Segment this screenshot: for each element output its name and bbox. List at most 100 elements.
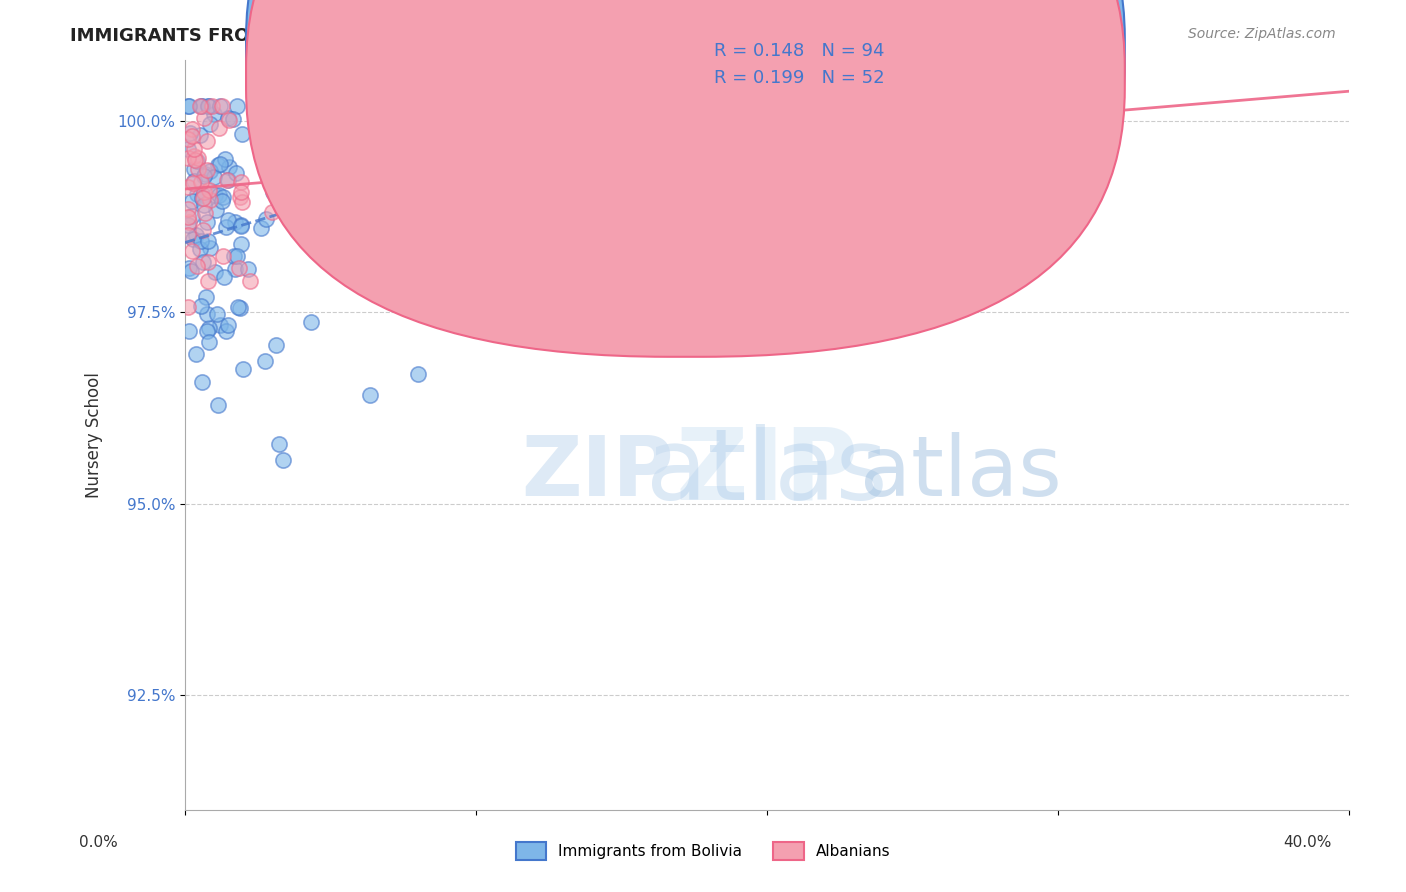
Point <box>190 98 212 112</box>
Point <box>299 315 322 329</box>
Point <box>179 261 201 276</box>
Point <box>190 299 212 313</box>
Point <box>183 142 205 156</box>
Point <box>188 98 211 112</box>
Point <box>211 98 233 112</box>
Point <box>195 324 218 338</box>
Point <box>181 122 204 136</box>
Point <box>191 375 214 389</box>
Point <box>190 98 212 112</box>
Point <box>181 210 204 224</box>
Point <box>256 98 278 112</box>
Point <box>202 107 225 121</box>
Point <box>193 112 215 126</box>
Point <box>181 176 204 190</box>
Point <box>202 169 225 184</box>
Point <box>195 308 218 322</box>
Point <box>183 153 205 168</box>
Point <box>177 214 200 228</box>
Point <box>207 157 229 171</box>
Point <box>183 162 205 177</box>
Text: 0.0%: 0.0% <box>79 836 118 850</box>
Text: R = 0.148   N = 94: R = 0.148 N = 94 <box>714 42 884 60</box>
Point <box>215 324 238 338</box>
Text: R = 0.199   N = 52: R = 0.199 N = 52 <box>714 69 884 87</box>
Point <box>177 179 200 194</box>
Point <box>260 205 283 219</box>
Point <box>231 237 253 252</box>
Point <box>205 202 228 217</box>
Text: ZIP: ZIP <box>675 424 858 521</box>
Point <box>177 98 200 112</box>
Point <box>406 368 429 382</box>
Point <box>229 219 252 234</box>
Point <box>217 318 239 332</box>
Point <box>218 160 240 174</box>
Point <box>198 241 221 255</box>
Point <box>193 223 215 237</box>
Point <box>229 189 252 203</box>
Point <box>208 120 231 135</box>
Point <box>193 192 215 206</box>
Text: Source: ZipAtlas.com: Source: ZipAtlas.com <box>1188 27 1336 41</box>
Point <box>359 388 381 402</box>
Point <box>329 142 352 156</box>
Point <box>177 300 200 314</box>
Point <box>239 274 262 288</box>
Point <box>195 215 218 229</box>
Point <box>186 154 208 169</box>
Point <box>193 169 215 183</box>
Point <box>179 126 201 140</box>
Point <box>262 185 284 199</box>
Point <box>181 129 204 144</box>
Point <box>177 132 200 146</box>
Point <box>195 134 218 148</box>
Point <box>201 98 224 112</box>
Point <box>188 128 211 142</box>
Point <box>197 98 219 112</box>
Point <box>194 206 217 220</box>
Point <box>254 212 277 227</box>
Point <box>287 139 309 153</box>
Text: IMMIGRANTS FROM BOLIVIA VS ALBANIAN NURSERY SCHOOL CORRELATION CHART: IMMIGRANTS FROM BOLIVIA VS ALBANIAN NURS… <box>70 27 910 45</box>
Point <box>346 135 368 149</box>
Point <box>197 234 219 248</box>
Point <box>332 184 354 198</box>
Point <box>222 112 245 127</box>
Point <box>198 117 221 131</box>
Point <box>250 221 273 235</box>
Point <box>228 261 250 276</box>
Point <box>212 190 235 204</box>
Point <box>209 157 232 171</box>
Point <box>177 218 200 232</box>
Point <box>218 112 240 127</box>
Point <box>200 193 222 207</box>
Point <box>217 111 239 125</box>
Point <box>186 347 208 361</box>
Point <box>1018 113 1040 128</box>
Point <box>179 324 201 338</box>
Point <box>208 318 231 332</box>
Point <box>198 335 221 350</box>
Point <box>186 186 208 201</box>
Point <box>188 242 211 256</box>
Point <box>224 215 246 229</box>
Point <box>177 227 200 242</box>
Legend: Immigrants from Bolivia, Albanians: Immigrants from Bolivia, Albanians <box>509 836 897 866</box>
Point <box>198 98 221 112</box>
Point <box>190 174 212 188</box>
Point <box>197 254 219 268</box>
Point <box>269 437 291 451</box>
Point <box>187 161 209 176</box>
Point <box>214 270 236 285</box>
Point <box>226 98 249 112</box>
Point <box>225 166 247 180</box>
Point <box>205 307 228 321</box>
Point <box>217 173 239 187</box>
Y-axis label: Nursery School: Nursery School <box>86 372 103 498</box>
Point <box>177 151 200 165</box>
Point <box>229 185 252 199</box>
Point <box>193 167 215 181</box>
Point <box>236 262 259 277</box>
Text: 40.0%: 40.0% <box>1284 836 1331 850</box>
